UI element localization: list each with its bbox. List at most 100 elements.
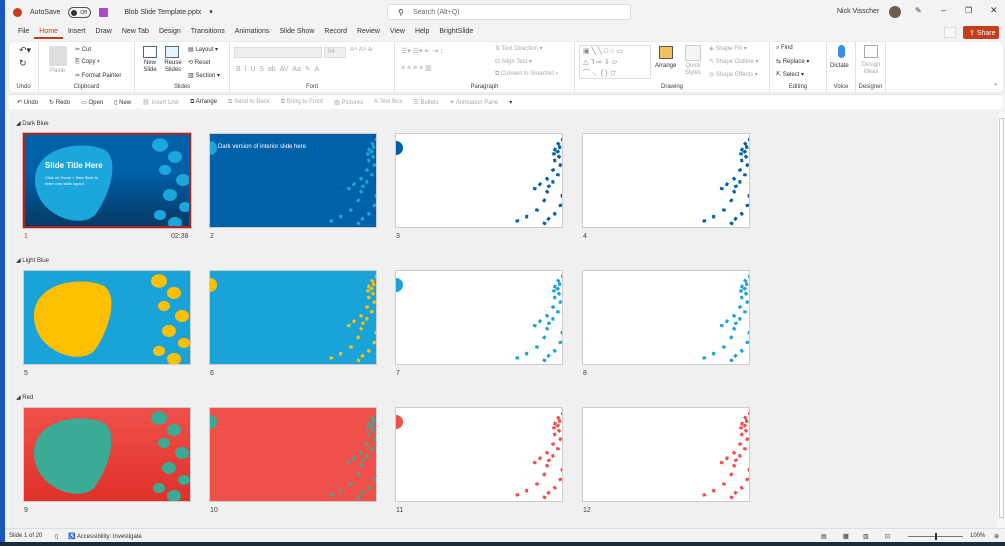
tab-view[interactable]: View xyxy=(389,28,405,35)
shape-effects-button[interactable]: ◎ Shape Effects ▾ xyxy=(709,72,758,78)
quick-styles-icon[interactable] xyxy=(685,45,701,61)
file-name[interactable]: Blob Slide Template.pptx xyxy=(124,8,202,16)
slide-thumbnail[interactable] xyxy=(209,407,377,502)
tab-home[interactable]: Home xyxy=(34,28,63,39)
qat-pictures[interactable]: ▨ Pictures xyxy=(334,99,364,106)
select-button[interactable]: ⇱ Select ▾ xyxy=(776,72,805,78)
text-direction-button[interactable]: ⇅ Text Direction ▾ xyxy=(495,46,543,52)
qat-bring-to-front[interactable]: ⧉ Bring to Front xyxy=(280,98,324,105)
cut-button[interactable]: ✂ Cut xyxy=(75,47,92,53)
font-format-buttons[interactable]: B I U S ab AV Aa ✎ A xyxy=(236,66,320,73)
shape-fill-button[interactable]: ◈ Shape Fill ▾ xyxy=(709,46,747,52)
reading-view-button[interactable]: ▥ xyxy=(863,534,869,540)
qat-undo[interactable]: ↶ Undo xyxy=(17,99,39,106)
slide-thumbnail[interactable] xyxy=(582,133,750,228)
qat-insert-link[interactable]: ⛓ Insert Link xyxy=(142,99,180,106)
slide-thumbnail[interactable] xyxy=(23,407,191,502)
comments-button[interactable] xyxy=(944,27,956,38)
tab-design[interactable]: Design xyxy=(158,28,181,35)
tab-insert[interactable]: Insert xyxy=(67,28,86,35)
tab-transitions[interactable]: Transitions xyxy=(190,28,225,35)
slide-thumbnail[interactable] xyxy=(582,270,750,365)
undo-icon[interactable]: ↶▾ xyxy=(19,45,32,55)
format-painter-button[interactable]: ✑ Format Painter xyxy=(75,73,122,79)
restore-button[interactable]: ❐ xyxy=(965,6,973,15)
qat-open[interactable]: ▭ Open xyxy=(81,99,104,106)
share-button[interactable]: ⇪ Share xyxy=(963,26,999,39)
autosave-toggle[interactable]: Off xyxy=(68,6,92,18)
new-slide-icon[interactable] xyxy=(143,46,157,58)
qat-arrange[interactable]: ⧉ Arrange xyxy=(190,98,218,105)
tab-file[interactable]: File xyxy=(18,28,30,35)
reuse-slides-icon[interactable] xyxy=(165,46,179,58)
font-size-controls[interactable]: A˄ A˅ A̷ xyxy=(350,47,372,53)
tab-record[interactable]: Record xyxy=(324,28,347,35)
paste-button[interactable] xyxy=(49,46,67,66)
search-input[interactable]: ⚲ Search (Alt+Q) xyxy=(387,4,631,20)
align-buttons[interactable]: ≡ ≡ ≡ ≡ ▥ xyxy=(401,65,432,72)
zoom-level[interactable]: 100% xyxy=(970,533,986,539)
zoom-slider[interactable] xyxy=(908,533,963,540)
collapse-icon[interactable]: ◢ xyxy=(16,121,21,127)
minimize-button[interactable]: – xyxy=(941,5,947,15)
reset-button[interactable]: ⟲ Reset xyxy=(188,60,211,66)
save-icon[interactable] xyxy=(99,7,109,17)
qat-new[interactable]: ▯ New xyxy=(114,99,132,106)
fit-slide-icon[interactable]: ⊕ xyxy=(994,534,1000,540)
normal-view-button[interactable]: ▤ xyxy=(821,534,827,540)
tab-new-tab[interactable]: New Tab xyxy=(121,28,149,35)
reuse-slides-button[interactable]: Reuse Slides xyxy=(164,60,182,73)
qat-text-box[interactable]: A Text Box xyxy=(374,99,403,105)
design-ideas-icon[interactable] xyxy=(864,45,878,58)
slide-sorter-view-button[interactable]: ▦ xyxy=(843,533,849,540)
arrange-button[interactable]: Arrange xyxy=(655,63,677,69)
section-header[interactable]: ◢ Light Blue xyxy=(16,258,49,264)
new-slide-button[interactable]: New Slide xyxy=(143,60,157,73)
replace-button[interactable]: ⇆ Replace ▾ xyxy=(776,59,810,65)
tab-slide-show[interactable]: Slide Show xyxy=(279,28,315,35)
qat-bullets[interactable]: ☰ Bullets xyxy=(413,99,439,106)
close-button[interactable]: ✕ xyxy=(990,5,998,15)
slide-thumbnail[interactable] xyxy=(395,270,563,365)
collapse-icon[interactable]: ◢ xyxy=(16,258,21,264)
dictate-button[interactable]: Dictate xyxy=(830,63,849,69)
qat-redo[interactable]: ↻ Redo xyxy=(49,99,71,106)
notes-icon[interactable]: ▯ xyxy=(55,534,59,540)
slide-thumbnail[interactable] xyxy=(395,407,563,502)
qat-animation-pane[interactable]: ✦ Animation Pane xyxy=(449,99,499,106)
pen-icon[interactable]: ✎ xyxy=(915,6,922,15)
slide-thumbnail[interactable]: Dark version of interior slide here xyxy=(209,133,377,228)
accessibility-status[interactable]: ♿ Accessibility: Investigate xyxy=(68,534,142,540)
font-size-select[interactable]: 54 xyxy=(324,47,346,58)
slide-thumbnail[interactable] xyxy=(395,133,563,228)
microphone-icon[interactable] xyxy=(838,45,845,58)
layout-button[interactable]: ▤ Layout ▾ xyxy=(188,47,219,53)
tab-animations[interactable]: Animations xyxy=(234,28,270,35)
qat-send-to-back[interactable]: ⧉ Send to Back xyxy=(228,98,270,105)
tab-help[interactable]: Help xyxy=(414,28,430,35)
shapes-gallery[interactable]: ▣ ╲ ╲ □ ○ ▭ △ ⅂ ⇨ ⇩ ▱ ⌒ ╮ { } ☆ xyxy=(579,45,651,79)
customize-qat-icon[interactable]: ▾ xyxy=(509,99,513,106)
section-header[interactable]: ◢ Dark Blue xyxy=(16,121,49,127)
collapse-ribbon-icon[interactable]: ⌄ xyxy=(993,81,999,87)
slide-thumbnail[interactable]: Slide Title Here Click on Home > New Slid… xyxy=(23,133,191,228)
quick-styles-button[interactable]: Quick Styles xyxy=(684,63,702,76)
arrange-icon[interactable] xyxy=(659,46,673,59)
redo-icon[interactable]: ↻ xyxy=(19,58,27,68)
tab-review[interactable]: Review xyxy=(356,28,380,35)
convert-smartart-button[interactable]: ⧉ Convert to SmartArt ▾ xyxy=(495,71,559,77)
tab-brightslide[interactable]: BrightSlide xyxy=(439,28,474,35)
slide-thumbnail[interactable] xyxy=(582,407,750,502)
copy-button[interactable]: ⎘ Copy ▾ xyxy=(75,59,100,65)
find-button[interactable]: ⌕ Find xyxy=(776,45,793,51)
list-buttons[interactable]: ☰▾ ☰▾ ⇤ ⇥ ↕ xyxy=(401,48,444,55)
align-text-button[interactable]: ⊟ Align Text ▾ xyxy=(495,59,532,65)
tab-draw[interactable]: Draw xyxy=(95,28,112,35)
design-ideas-button[interactable]: Design Ideas xyxy=(861,62,881,75)
font-name-select[interactable] xyxy=(234,47,322,58)
vertical-scrollbar[interactable] xyxy=(998,112,1005,528)
section-header[interactable]: ◢ Red xyxy=(16,395,34,401)
user-name[interactable]: Nick Visscher xyxy=(837,8,880,15)
avatar[interactable] xyxy=(889,6,901,18)
shape-outline-button[interactable]: ✎ Shape Outline ▾ xyxy=(709,59,759,65)
